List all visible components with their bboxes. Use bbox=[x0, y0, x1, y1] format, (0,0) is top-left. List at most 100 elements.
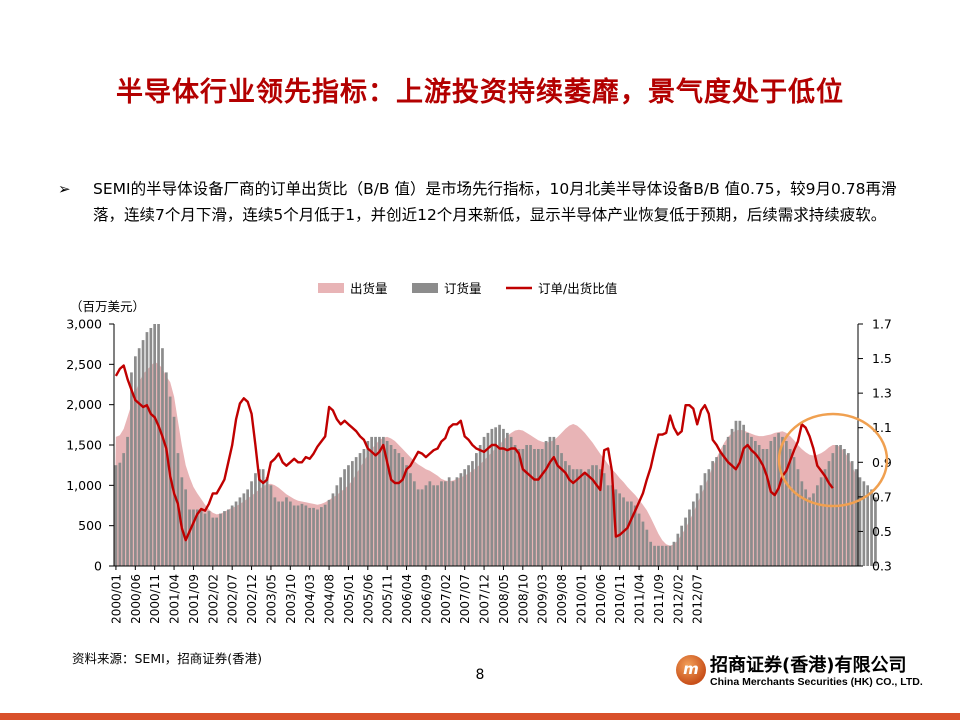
x-tick-label: 2009/08 bbox=[555, 574, 569, 624]
orders-bar bbox=[509, 436, 513, 566]
orders-bar bbox=[331, 493, 335, 566]
orders-bar bbox=[757, 445, 761, 566]
orders-bar bbox=[847, 453, 850, 566]
chart-legend: 出货量 订货量 订单/出货比值 bbox=[318, 281, 617, 296]
orders-bar bbox=[165, 372, 168, 566]
legend-label-orders: 订货量 bbox=[444, 281, 482, 296]
summary-bullet: ➢ SEMI的半导体设备厂商的订单出货比（B/B 值）是市场先行指标，10月北美… bbox=[58, 176, 898, 228]
series-shipments-area bbox=[114, 361, 858, 566]
x-tick-label: 2003/10 bbox=[284, 574, 298, 624]
orders-bar bbox=[389, 445, 393, 566]
orders-bar bbox=[544, 441, 548, 566]
orders-bar bbox=[626, 501, 629, 566]
orders-bar bbox=[769, 441, 773, 566]
orders-bar bbox=[552, 436, 556, 566]
orders-bar bbox=[374, 436, 377, 566]
orders-bar bbox=[754, 441, 757, 566]
x-tick-label: 2006/04 bbox=[400, 574, 414, 624]
orders-bar bbox=[196, 509, 199, 566]
orders-bar bbox=[587, 469, 591, 566]
orders-bar bbox=[664, 545, 668, 566]
orders-bar bbox=[773, 436, 777, 566]
orders-bar bbox=[486, 432, 490, 566]
x-axis-ticks: 2000/01 2000/06 2000/11 2001/04 2001/09 2002/… bbox=[109, 566, 705, 624]
x-tick-label: 2009/03 bbox=[536, 574, 550, 624]
orders-bar bbox=[378, 436, 381, 566]
orders-bar bbox=[261, 469, 265, 566]
orders-bar bbox=[781, 436, 784, 566]
chart-unit-label: （百万美元） bbox=[70, 299, 146, 314]
left-tick-label: 2,500 bbox=[66, 357, 102, 372]
orders-bar bbox=[215, 517, 219, 566]
bb-ratio-chart: 出货量 订货量 订单/出货比值 0 500 1,000 1,500 2,000 2,500… bbox=[66, 281, 892, 624]
x-tick-label: 2007/12 bbox=[478, 574, 492, 624]
orders-bar bbox=[320, 507, 323, 566]
orders-bar bbox=[471, 461, 474, 566]
x-tick-label: 2002/07 bbox=[226, 574, 240, 624]
orders-bar bbox=[366, 441, 370, 566]
orders-bar bbox=[579, 469, 583, 566]
x-tick-label: 2004/03 bbox=[303, 574, 317, 624]
right-tick-label: 0.3 bbox=[872, 559, 892, 574]
orders-bar bbox=[354, 457, 358, 566]
arrow-bullet-icon: ➢ bbox=[58, 180, 71, 198]
orders-bar bbox=[606, 485, 610, 566]
orders-bar bbox=[227, 509, 230, 566]
orders-bar bbox=[358, 453, 362, 566]
orders-bar bbox=[796, 469, 800, 566]
orders-bar bbox=[792, 457, 796, 566]
orders-bar bbox=[362, 449, 366, 566]
orders-bar bbox=[157, 324, 160, 566]
x-tick-label: 2005/11 bbox=[381, 574, 395, 624]
orders-bar bbox=[424, 485, 428, 566]
x-tick-label: 2012/07 bbox=[691, 574, 705, 624]
orders-bar bbox=[478, 445, 482, 566]
x-tick-label: 2005/06 bbox=[361, 574, 375, 624]
orders-bar bbox=[141, 340, 145, 566]
right-tick-label: 0.7 bbox=[872, 489, 892, 504]
orders-bar bbox=[599, 469, 602, 566]
orders-bar bbox=[351, 461, 354, 566]
orders-bar bbox=[633, 505, 637, 566]
orders-bar bbox=[723, 445, 726, 566]
orders-bar bbox=[765, 449, 769, 566]
orders-bar bbox=[393, 449, 397, 566]
orders-bar bbox=[560, 453, 563, 566]
orders-bar bbox=[219, 513, 222, 566]
orders-bar bbox=[819, 477, 823, 566]
orders-bar bbox=[750, 436, 753, 566]
orders-bar bbox=[777, 432, 780, 566]
orders-bar bbox=[463, 469, 467, 566]
orders-bar bbox=[668, 545, 672, 566]
orders-bar bbox=[680, 525, 684, 566]
orders-bar bbox=[595, 465, 598, 566]
orders-bar bbox=[455, 477, 459, 566]
orders-bar bbox=[661, 545, 664, 566]
orders-bar bbox=[467, 465, 470, 566]
orders-bar bbox=[223, 511, 226, 566]
orders-bar bbox=[277, 501, 281, 566]
orders-bar bbox=[292, 505, 296, 566]
orders-bar bbox=[447, 477, 451, 566]
orders-bar bbox=[850, 461, 854, 566]
orders-bar bbox=[649, 541, 653, 566]
x-tick-label: 2001/04 bbox=[168, 574, 182, 624]
x-tick-label: 2005/01 bbox=[342, 574, 356, 624]
orders-bar bbox=[657, 545, 660, 566]
orders-bar bbox=[188, 509, 191, 566]
highlight-circle bbox=[777, 412, 889, 508]
orders-bar bbox=[692, 501, 695, 566]
orders-bar bbox=[645, 529, 649, 566]
orders-bar bbox=[618, 493, 622, 566]
right-tick-label: 1.5 bbox=[872, 351, 892, 366]
legend-label-shipments: 出货量 bbox=[350, 281, 388, 296]
orders-bar bbox=[548, 436, 552, 566]
logo-chinese-name: 招商证券(香港)有限公司 bbox=[710, 655, 907, 676]
orders-bar bbox=[234, 501, 238, 566]
x-tick-label: 2007/07 bbox=[458, 574, 472, 624]
orders-bar bbox=[610, 485, 614, 566]
orders-bar bbox=[420, 489, 424, 566]
orders-bar bbox=[436, 485, 439, 566]
orders-bar bbox=[672, 541, 676, 566]
orders-bar bbox=[192, 509, 195, 566]
